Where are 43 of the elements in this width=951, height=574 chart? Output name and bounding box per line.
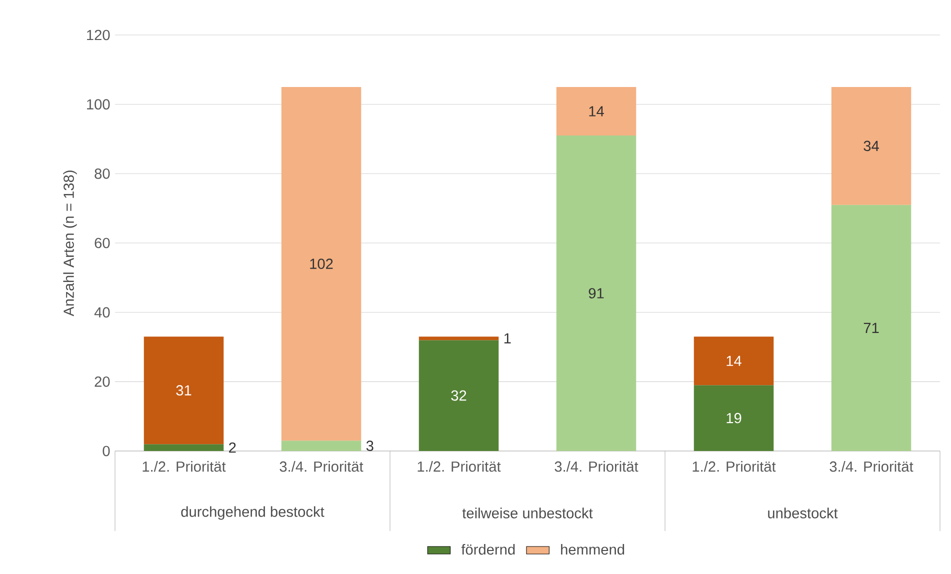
y-tick-label: 80	[94, 168, 110, 179]
y-tick-label: 40	[94, 307, 110, 318]
y-tick-label: 60	[94, 238, 110, 248]
bar	[556, 87, 636, 136]
y-tick-label: 0	[102, 446, 110, 456]
legend-label: hemmend	[561, 544, 624, 555]
bar	[281, 440, 362, 452]
data-label: 3	[366, 440, 374, 451]
bar	[144, 444, 224, 452]
data-label: 91	[588, 288, 604, 298]
bar	[418, 340, 499, 452]
data-label: 31	[176, 385, 192, 396]
x-tick-label: 1./2. Priorität	[692, 461, 776, 472]
data-label: 71	[864, 322, 879, 333]
data-label: 1	[504, 333, 511, 344]
bar	[144, 336, 224, 444]
y-tick-label: 20	[94, 376, 110, 387]
data-label: 32	[451, 390, 466, 401]
bar	[281, 87, 362, 441]
text: durchgehend bestockt	[181, 506, 324, 520]
bar	[418, 336, 499, 340]
x-tick-label: 1./2. Priorität	[142, 461, 226, 472]
data-label: 102	[310, 258, 333, 269]
x-tick-label: 1./2. Priorität	[418, 461, 501, 472]
bar	[694, 336, 774, 386]
y-axis-title: Anzahl Arten (n = 138)	[63, 170, 77, 316]
data-label: 14	[726, 356, 742, 366]
legend-label: fördernd	[461, 544, 515, 555]
y-tick-label: 120	[87, 30, 110, 40]
data-label: 19	[726, 412, 742, 424]
x-tick-label: 3./4. Priorität	[830, 461, 914, 472]
data-label: 14	[589, 106, 604, 116]
text: unbestockt	[768, 508, 838, 518]
data-label: 34	[864, 140, 879, 152]
bar	[831, 204, 912, 452]
bar	[694, 385, 774, 452]
x-tick-label: 3./4. Priorität	[280, 461, 364, 472]
y-tick-label: 100	[87, 99, 110, 110]
bar	[556, 136, 636, 452]
bar	[831, 87, 912, 205]
x-tick-label: 3./4. Priorität	[554, 461, 638, 472]
text: teilweise unbestockt	[462, 508, 593, 518]
data-label: 2	[229, 442, 236, 453]
